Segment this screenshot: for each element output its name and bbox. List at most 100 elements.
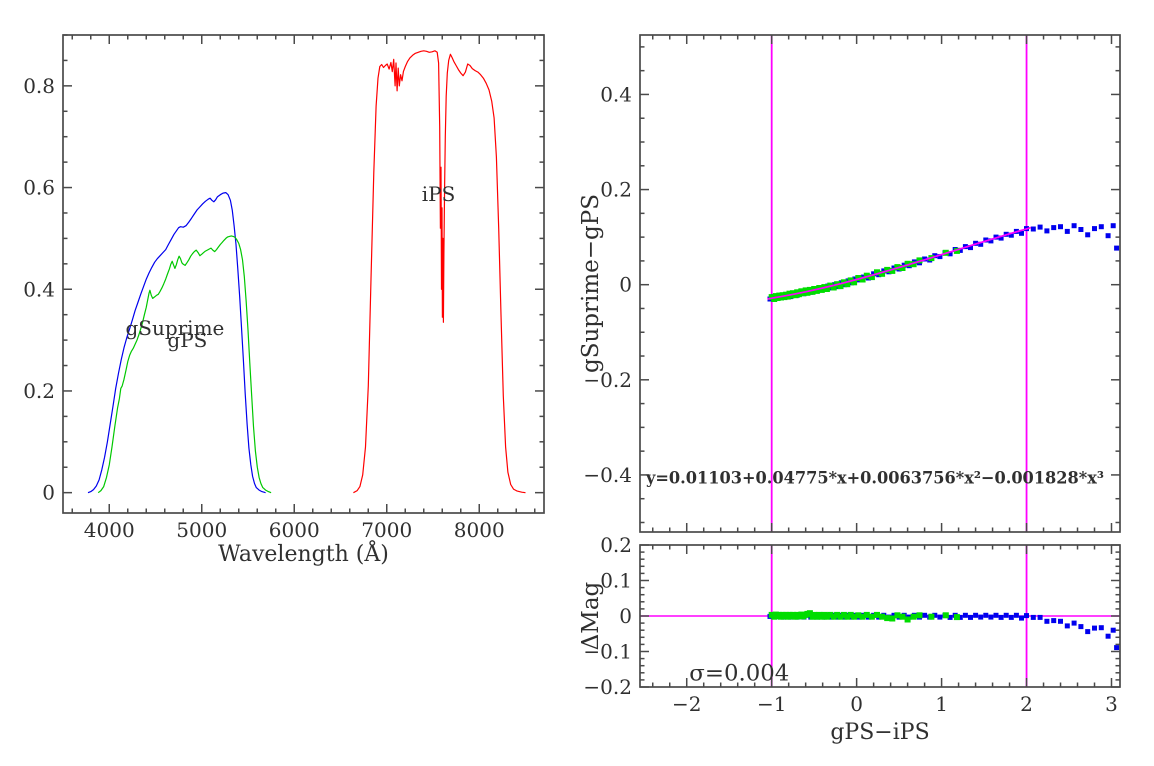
data-point (910, 261, 917, 268)
annotation-text: iPS (422, 182, 456, 206)
data-point (855, 275, 862, 281)
data-point (1024, 613, 1029, 619)
data-point (947, 251, 953, 257)
y-tick-label: 0.2 (600, 178, 632, 202)
data-point (1030, 226, 1036, 232)
data-point (889, 267, 896, 274)
y-tick-label: 0.1 (600, 569, 632, 593)
data-point (937, 254, 943, 260)
y-tick-label: −0.1 (583, 640, 632, 664)
data-point (863, 611, 870, 618)
data-point (916, 612, 923, 619)
data-point (973, 612, 979, 618)
annotation-text: gPS (167, 328, 207, 352)
series-gSuprime (87, 192, 266, 494)
x-tick-label: 8000 (454, 518, 505, 542)
x-tick-label: 0 (850, 692, 863, 716)
data-point (1051, 618, 1057, 624)
data-point (884, 615, 891, 622)
data-point (1071, 620, 1077, 626)
data-point (1105, 633, 1111, 639)
data-point (830, 613, 837, 620)
series-cubic-fit (767, 226, 1032, 300)
axes-frame (62, 34, 545, 514)
data-point (852, 276, 858, 282)
y-tick-label: −0.2 (583, 368, 632, 392)
data-point (998, 235, 1004, 241)
y-tick-label: 0 (42, 481, 55, 505)
y-tick-label: −0.2 (583, 675, 632, 699)
plot-area-filter-transmission (87, 50, 526, 494)
data-point (1030, 614, 1036, 620)
data-point (840, 611, 847, 618)
y-axis-label-color-transformation: gSuprime−gPS (578, 194, 604, 373)
x-axis-label-residuals: gPS−iPS (830, 720, 929, 745)
data-point (830, 284, 837, 291)
x-tick-label: 3 (1105, 692, 1118, 716)
data-point (1019, 615, 1024, 621)
data-point (863, 272, 870, 279)
data-point (844, 613, 851, 620)
data-point (1078, 624, 1084, 630)
data-point (983, 237, 989, 243)
data-point (1003, 612, 1009, 618)
data-point (947, 614, 953, 620)
data-point (983, 612, 989, 618)
panel-color-transformation: 0.4 0.2 0 −0.2 −0.4 gSuprime−gPS y=0.01103+0.0… (578, 34, 1121, 533)
data-point (968, 614, 973, 620)
data-point (922, 612, 928, 618)
data-point (910, 613, 917, 620)
x-tick-label: 4000 (84, 518, 135, 542)
data-point (932, 612, 938, 618)
data-point (998, 614, 1004, 620)
annotation-text: σ=0.004 (689, 662, 789, 687)
data-point (993, 612, 999, 618)
data-point (1013, 612, 1019, 618)
data-point (868, 613, 875, 620)
data-point (953, 614, 960, 621)
data-point (1114, 645, 1120, 651)
data-point (1114, 245, 1120, 251)
annotation-text: y=0.01103+0.04775*x+0.0063756*x²−0.00182… (645, 468, 1104, 488)
data-point (1092, 226, 1097, 232)
series-green-residuals (768, 610, 960, 623)
data-point (837, 613, 844, 620)
data-point (884, 266, 891, 273)
y-tick-label: 0.4 (23, 277, 55, 301)
data-point (891, 612, 897, 618)
y-tick-label: 0.4 (600, 82, 632, 106)
data-point (1078, 227, 1084, 232)
data-point (932, 253, 938, 259)
data-point (968, 245, 973, 251)
data-point (916, 257, 923, 264)
data-point (1092, 625, 1097, 631)
data-point (1085, 629, 1091, 635)
data-point (823, 613, 830, 620)
data-point (851, 279, 858, 286)
data-point (904, 616, 911, 623)
data-point (957, 614, 963, 620)
data-point (827, 611, 834, 618)
tick-labels: 0.4 0.2 0 −0.2 −0.4 (583, 82, 632, 486)
panel-residuals: −2 −1 0 1 2 3 0.2 0.1 0 −0.1 −0.2 gPS−iPS ΔMag σ=0.00… (578, 533, 1121, 745)
plot-area-residuals (640, 545, 1120, 687)
data-point (874, 269, 880, 276)
data-point (851, 613, 858, 620)
axis-ticks (640, 35, 1120, 532)
x-tick-label: −2 (672, 692, 701, 716)
data-point (1110, 627, 1116, 633)
x-tick-label: 1 (935, 692, 948, 716)
data-point (1058, 618, 1063, 624)
data-point (978, 614, 984, 620)
y-tick-label: 0 (619, 273, 632, 297)
data-point (855, 612, 862, 619)
data-point (1105, 233, 1111, 239)
data-point (847, 611, 854, 618)
data-point (962, 612, 968, 618)
data-point (1071, 223, 1077, 229)
data-point (899, 265, 906, 271)
data-point (823, 286, 830, 292)
data-point (1037, 224, 1043, 230)
plot-area-color-transformation (767, 35, 1120, 532)
